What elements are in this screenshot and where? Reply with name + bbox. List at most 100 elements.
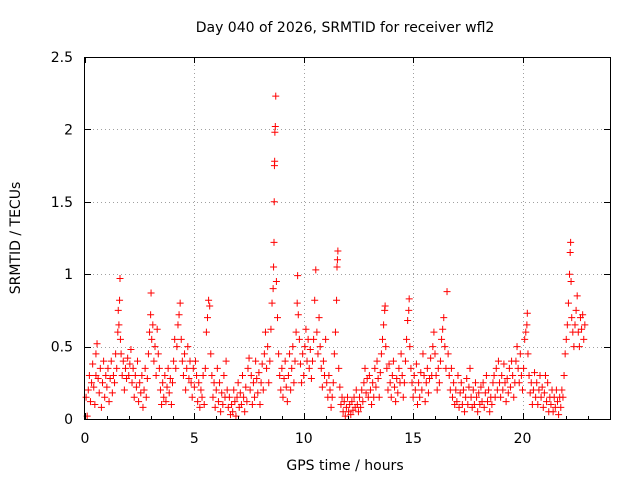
data-point [567, 277, 575, 285]
data-point [217, 408, 225, 416]
data-point [406, 343, 414, 351]
data-point [400, 379, 408, 387]
data-point [267, 325, 275, 333]
data-point [257, 379, 265, 387]
data-point [333, 256, 341, 264]
data-point [162, 398, 170, 406]
data-point [132, 383, 140, 391]
data-point [563, 321, 571, 329]
data-point [444, 350, 452, 358]
data-point [395, 364, 403, 372]
data-point [193, 372, 201, 380]
data-point [327, 403, 335, 411]
data-point [579, 311, 587, 319]
data-point [184, 343, 192, 351]
data-point [222, 357, 230, 365]
data-point [291, 357, 299, 365]
y-tick-label: 0 [64, 412, 73, 428]
data-points [82, 92, 589, 420]
data-point [214, 398, 222, 406]
data-point [305, 364, 313, 372]
data-point [469, 386, 477, 394]
data-point [204, 314, 211, 322]
data-point [568, 314, 576, 322]
data-point [198, 393, 206, 401]
data-point [489, 379, 497, 387]
data-point [430, 328, 438, 336]
data-point [504, 389, 512, 397]
data-point [386, 379, 394, 387]
data-point [520, 364, 528, 372]
data-point [191, 357, 199, 365]
data-point [121, 364, 129, 372]
data-point [91, 401, 99, 409]
data-point [234, 379, 242, 387]
data-point [404, 317, 412, 325]
data-point [218, 389, 226, 397]
data-point [277, 386, 285, 394]
data-point [211, 403, 219, 411]
data-point [272, 92, 280, 100]
data-point [561, 350, 569, 358]
data-point [154, 350, 162, 358]
data-point [299, 350, 307, 358]
data-point [450, 379, 458, 387]
data-point [359, 398, 367, 406]
data-point [325, 372, 333, 380]
data-point [136, 379, 144, 387]
data-point [559, 393, 567, 401]
data-point [333, 296, 341, 304]
data-point [578, 325, 586, 333]
data-point [575, 343, 583, 351]
data-point [380, 321, 388, 329]
data-point [252, 357, 260, 365]
data-point [455, 403, 463, 411]
data-point [416, 393, 424, 401]
data-point [293, 299, 301, 307]
data-point [183, 364, 191, 372]
data-point [540, 389, 548, 397]
data-point [233, 393, 241, 401]
data-point [251, 393, 259, 401]
data-point [187, 379, 195, 387]
data-point [175, 311, 183, 319]
data-point [541, 372, 549, 380]
data-point [544, 379, 552, 387]
data-point [224, 403, 232, 411]
data-point [269, 285, 277, 293]
data-point [182, 386, 190, 394]
data-point [156, 386, 164, 394]
data-point [178, 357, 186, 365]
data-point [228, 401, 236, 409]
data-point [239, 372, 246, 380]
data-point [195, 379, 203, 387]
data-point [328, 393, 336, 401]
data-point [155, 364, 163, 372]
data-point [96, 364, 104, 372]
data-point [373, 357, 381, 365]
data-point [336, 383, 344, 391]
data-point [147, 289, 155, 297]
data-point [95, 389, 103, 397]
data-point [509, 372, 517, 380]
data-point [271, 123, 279, 131]
data-point [389, 357, 397, 365]
data-point [547, 401, 555, 409]
data-point [179, 372, 187, 380]
data-point [381, 302, 389, 310]
data-point [560, 372, 568, 380]
data-point [275, 350, 283, 358]
x-tick-label: 10 [295, 431, 313, 447]
data-point [147, 311, 155, 319]
data-point [280, 374, 288, 382]
data-point [445, 372, 453, 380]
data-point [457, 379, 465, 387]
data-point [104, 364, 112, 372]
data-point [131, 372, 139, 380]
data-point [284, 372, 292, 380]
data-point [241, 408, 249, 416]
data-point [278, 364, 286, 372]
data-point [505, 364, 513, 372]
data-point [144, 350, 152, 358]
data-point [473, 393, 481, 401]
